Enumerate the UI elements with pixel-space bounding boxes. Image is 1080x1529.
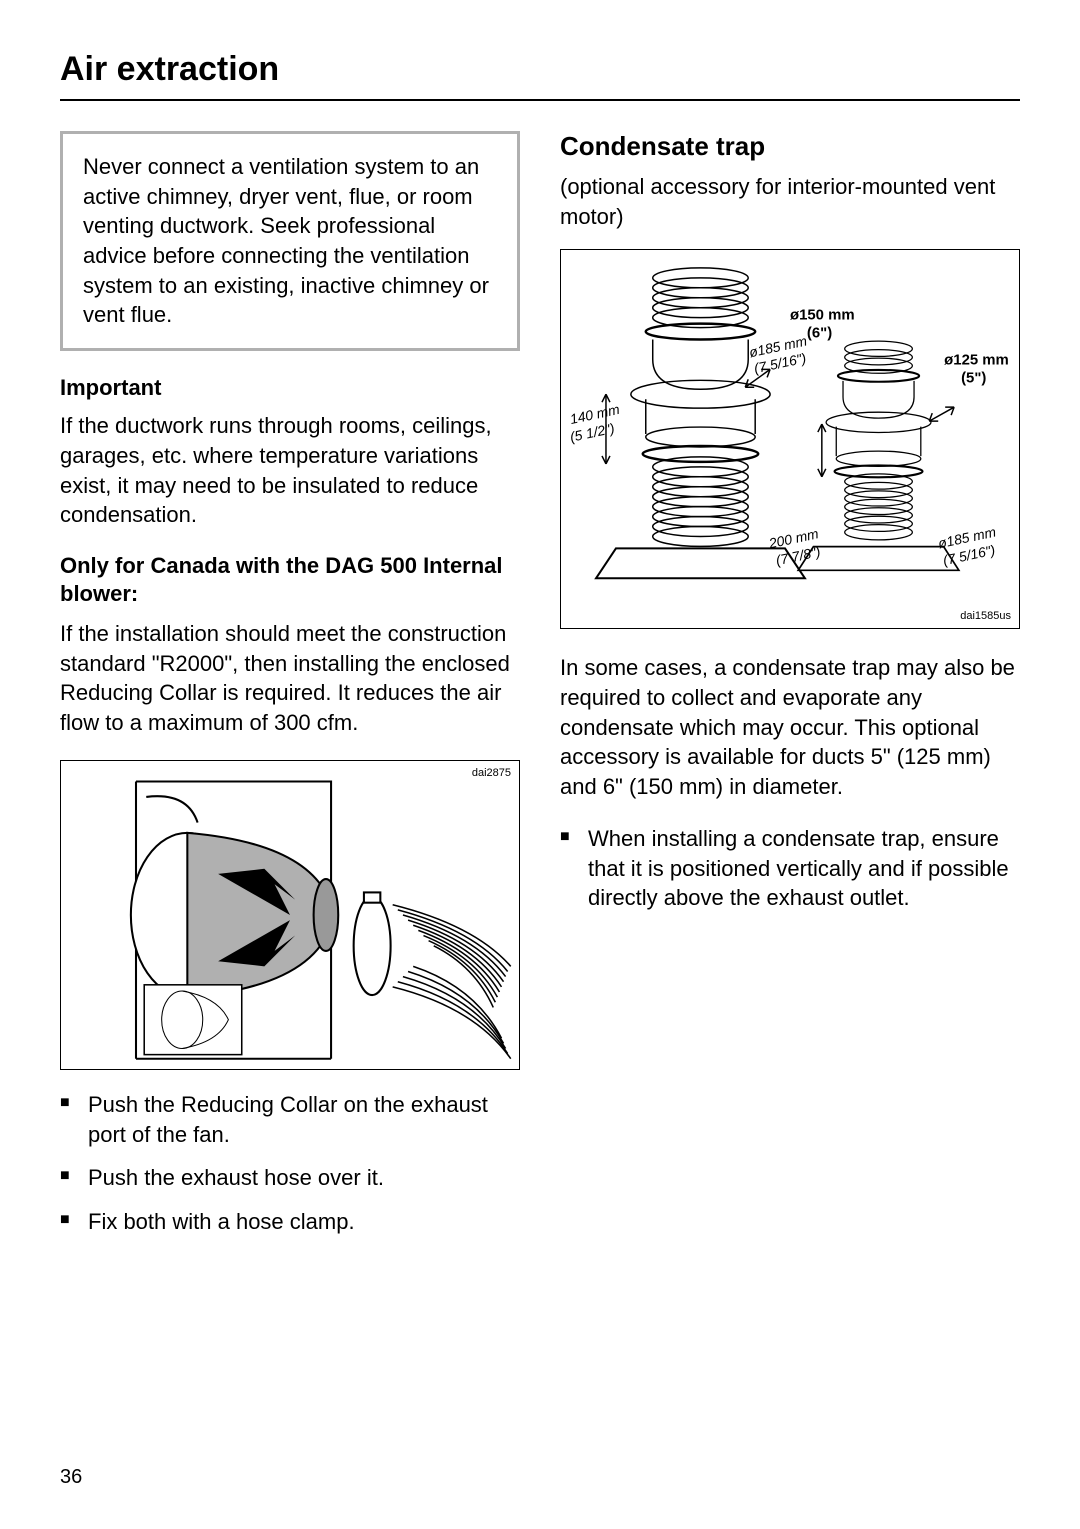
condensate-para: In some cases, a condensate trap may als…	[560, 653, 1020, 801]
list-item: Push the exhaust hose over it.	[60, 1163, 520, 1193]
canada-text: If the installation should meet the cons…	[60, 619, 520, 738]
page-title: Air extraction	[60, 50, 1020, 89]
figure2-label: dai1585us	[960, 610, 1011, 622]
figure1-label: dai2875	[472, 767, 511, 779]
canada-heading: Only for Canada with the DAG 500 Interna…	[60, 552, 520, 609]
content-columns: Never connect a ventilation system to an…	[60, 131, 1020, 1251]
label-d150: ø150 mm	[790, 307, 855, 324]
condensate-subtitle: (optional accessory for interior-mounted…	[560, 172, 1020, 231]
figure-reducing-collar: dai2875	[60, 760, 520, 1070]
list-item: Push the Reducing Collar on the exhaust …	[60, 1090, 520, 1149]
left-column: Never connect a ventilation system to an…	[60, 131, 520, 1251]
label-d150in: (6")	[807, 325, 832, 342]
title-rule	[60, 99, 1020, 101]
label-d125in: (5")	[961, 370, 986, 387]
left-bullets: Push the Reducing Collar on the exhaust …	[60, 1090, 520, 1237]
right-bullets: When installing a condensate trap, ensur…	[560, 824, 1020, 913]
right-column: Condensate trap (optional accessory for …	[560, 131, 1020, 1251]
warning-text: Never connect a ventilation system to an…	[83, 152, 497, 330]
page-number: 36	[60, 1466, 82, 1489]
label-d125: ø125 mm	[944, 352, 1009, 369]
warning-callout: Never connect a ventilation system to an…	[60, 131, 520, 351]
condensate-trap-diagram: ø150 mm (6") ø125 mm (5") ø185 mm (7 5/1…	[561, 250, 1019, 628]
reducing-collar-diagram	[61, 761, 519, 1069]
important-heading: Important	[60, 375, 520, 401]
condensate-heading: Condensate trap	[560, 131, 1020, 162]
list-item: Fix both with a hose clamp.	[60, 1207, 520, 1237]
figure-condensate-trap: dai1585us	[560, 249, 1020, 629]
list-item: When installing a condensate trap, ensur…	[560, 824, 1020, 913]
important-text: If the ductwork runs through rooms, ceil…	[60, 411, 520, 530]
